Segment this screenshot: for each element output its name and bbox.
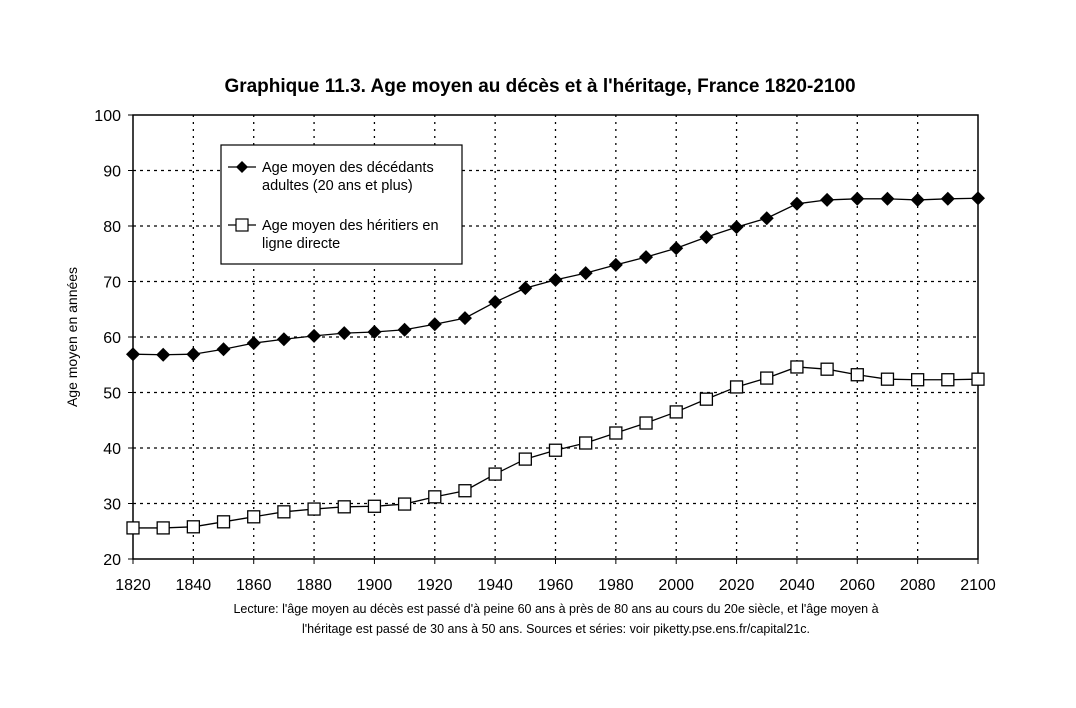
data-point-decedants xyxy=(246,336,261,351)
y-tick-label: 90 xyxy=(103,164,121,181)
x-tick-label: 1940 xyxy=(477,577,513,594)
legend-label-heritiers-1: Age moyen des héritiers en xyxy=(262,218,439,234)
x-tick-label: 2060 xyxy=(839,577,875,594)
x-tick-label: 2100 xyxy=(960,577,996,594)
data-point-heritiers xyxy=(609,426,623,440)
y-tick-label: 60 xyxy=(103,330,121,347)
x-tick-label: 1900 xyxy=(357,577,393,594)
data-point-decedants xyxy=(457,311,472,326)
data-point-heritiers xyxy=(367,499,382,513)
y-tick-label: 70 xyxy=(103,275,121,292)
data-point-heritiers xyxy=(548,443,563,457)
data-point-heritiers xyxy=(820,362,834,376)
legend-label-decedants-2: adultes (20 ans et plus) xyxy=(262,178,413,194)
x-tick-label: 2000 xyxy=(658,577,694,594)
data-point-heritiers xyxy=(639,416,653,430)
data-point-heritiers xyxy=(790,360,804,374)
y-tick-label: 50 xyxy=(103,386,121,403)
data-point-heritiers xyxy=(669,405,683,419)
data-point-decedants xyxy=(699,230,714,245)
data-point-decedants xyxy=(126,347,140,362)
chart-title: Graphique 11.3. Age moyen au décès et à … xyxy=(224,76,855,97)
data-point-decedants xyxy=(548,272,563,287)
x-tick-label: 1980 xyxy=(598,577,634,594)
data-point-heritiers xyxy=(850,368,864,382)
data-point-decedants xyxy=(669,241,684,256)
data-point-decedants xyxy=(850,191,865,206)
data-point-heritiers xyxy=(397,497,412,511)
x-tick-label: 2020 xyxy=(719,577,755,594)
data-point-decedants xyxy=(940,191,955,206)
data-point-heritiers xyxy=(458,484,472,498)
data-point-heritiers xyxy=(428,490,442,504)
y-axis-label: Age moyen en années xyxy=(64,267,80,407)
data-point-heritiers xyxy=(579,436,593,450)
y-tick-label: 100 xyxy=(94,108,121,125)
x-tick-label: 1960 xyxy=(538,577,574,594)
y-tick-label: 30 xyxy=(103,497,121,514)
x-tick-label: 1840 xyxy=(176,577,212,594)
data-point-heritiers xyxy=(880,372,895,386)
legend-label-decedants-1: Age moyen des décédants xyxy=(262,160,434,176)
data-point-decedants xyxy=(759,211,774,226)
data-point-heritiers xyxy=(729,380,744,394)
data-point-decedants xyxy=(488,295,503,310)
data-point-decedants xyxy=(156,347,171,362)
data-point-heritiers xyxy=(216,515,231,529)
legend-label-heritiers-2: ligne directe xyxy=(262,236,340,252)
data-point-decedants xyxy=(910,192,925,207)
data-point-heritiers xyxy=(699,392,714,406)
data-point-decedants xyxy=(971,191,985,206)
data-point-decedants xyxy=(578,266,593,281)
data-point-decedants xyxy=(789,196,804,211)
data-point-heritiers xyxy=(277,505,291,519)
y-axis: 20 30 40 50 60 70 80 90 100 xyxy=(94,108,133,569)
data-point-heritiers xyxy=(337,500,351,514)
y-tick-label: 80 xyxy=(103,219,121,236)
data-point-decedants xyxy=(276,332,291,347)
legend: Age moyen des décédants adultes (20 ans … xyxy=(220,144,463,265)
data-point-heritiers xyxy=(247,510,261,524)
note-line-2: l'héritage est passé de 30 ans à 50 ans.… xyxy=(302,622,810,636)
x-tick-label: 1860 xyxy=(236,577,272,594)
data-point-decedants xyxy=(820,192,835,207)
data-point-decedants xyxy=(186,347,201,362)
data-point-decedants xyxy=(608,257,623,272)
x-tick-label: 1920 xyxy=(417,577,453,594)
y-tick-label: 40 xyxy=(103,441,121,458)
data-point-heritiers xyxy=(760,371,774,385)
legend-box xyxy=(220,144,463,265)
note-line-1: Lecture: l'âge moyen au décès est passé … xyxy=(233,602,878,616)
data-point-heritiers xyxy=(126,521,140,535)
data-point-decedants xyxy=(397,322,412,337)
x-tick-label: 2040 xyxy=(779,577,815,594)
data-point-heritiers xyxy=(307,502,321,516)
data-point-decedants xyxy=(307,328,322,343)
data-point-decedants xyxy=(729,220,744,235)
data-point-decedants xyxy=(518,281,533,296)
data-point-decedants xyxy=(337,326,352,341)
data-point-heritiers xyxy=(488,467,502,481)
data-point-heritiers xyxy=(971,372,985,386)
data-point-heritiers xyxy=(156,521,170,535)
data-point-heritiers xyxy=(910,373,925,387)
data-point-decedants xyxy=(639,250,654,265)
x-tick-label: 1820 xyxy=(115,577,151,594)
data-point-decedants xyxy=(367,325,382,340)
x-tick-label: 1880 xyxy=(296,577,332,594)
data-point-heritiers xyxy=(941,373,955,387)
data-point-decedants xyxy=(427,317,442,332)
legend-square-icon xyxy=(235,218,249,232)
x-axis: 1820 1840 1860 1880 1900 1920 1940 1960 1980 2000… xyxy=(115,559,996,594)
x-tick-label: 2080 xyxy=(900,577,936,594)
data-point-heritiers xyxy=(186,520,201,534)
legend-diamond-icon xyxy=(236,161,248,173)
series xyxy=(126,191,985,535)
data-point-heritiers xyxy=(518,452,532,466)
y-tick-label: 20 xyxy=(103,552,121,569)
data-point-decedants xyxy=(216,342,231,357)
data-point-decedants xyxy=(880,191,895,206)
